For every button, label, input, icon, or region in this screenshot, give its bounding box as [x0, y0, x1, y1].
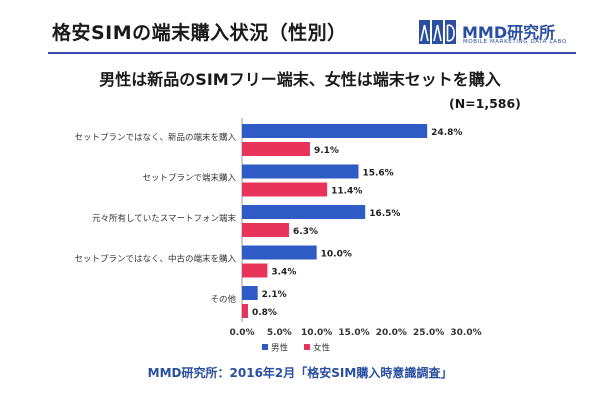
data-label: 2.1% [262, 290, 287, 300]
legend-swatch [262, 344, 268, 350]
category-label: セットプランで端末購入 [142, 173, 236, 184]
x-tick-label: 30.0% [450, 328, 481, 338]
category-label: その他 [210, 294, 236, 305]
mmd-logo-icon [419, 20, 456, 44]
bar-female [242, 263, 268, 278]
bar-male [242, 286, 258, 300]
x-tick-label: 25.0% [413, 328, 444, 338]
source-note: MMD研究所：2016年2月「格安SIM購入時意識調査」 [147, 366, 453, 380]
data-label: 24.8% [431, 128, 462, 138]
bar-male [242, 164, 359, 179]
logo: MMD研究所 MOBILE MARKETING DATA LABO [418, 17, 568, 49]
category-label: セットプランではなく、中古の端末を購入 [74, 254, 236, 265]
sample-size-note: (N=1,586) [449, 96, 521, 111]
bar-female [242, 223, 290, 237]
chart-subtitle: 男性は新品のSIMフリー端末、女性は端末セットを購入 [99, 70, 501, 89]
category-label: セットプランではなく、新品の端末を購入 [74, 132, 236, 143]
legend-label: 男性 [271, 343, 289, 354]
x-tick-label: 20.0% [376, 328, 407, 338]
bar-male [242, 124, 428, 138]
x-tick-label: 0.0% [230, 328, 255, 338]
bar-female [242, 142, 310, 156]
bar-male [242, 245, 317, 260]
header-rule [48, 52, 576, 54]
category-label: 元々所有していたスマートフォン端末 [92, 213, 236, 224]
data-label: 15.6% [362, 169, 393, 179]
logo-name: MMD研究所 [462, 23, 556, 42]
page-title: 格安SIMの端末購入状況（性別） [52, 22, 347, 44]
logo-tagline: MOBILE MARKETING DATA LABO [463, 39, 567, 45]
data-label: 11.4% [331, 187, 362, 197]
x-tick-label: 10.0% [301, 328, 332, 338]
legend-label: 女性 [313, 343, 331, 354]
bar-female [242, 304, 248, 318]
bar-male [242, 205, 366, 219]
data-label: 9.1% [314, 146, 339, 156]
legend-swatch [304, 344, 310, 350]
data-label: 3.4% [271, 268, 296, 278]
data-label: 10.0% [321, 250, 352, 260]
x-tick-label: 15.0% [338, 328, 369, 338]
data-label: 0.8% [252, 308, 277, 318]
data-label: 16.5% [369, 209, 400, 219]
data-label: 6.3% [293, 227, 318, 237]
bar-female [242, 182, 328, 197]
x-tick-label: 5.0% [267, 328, 292, 338]
